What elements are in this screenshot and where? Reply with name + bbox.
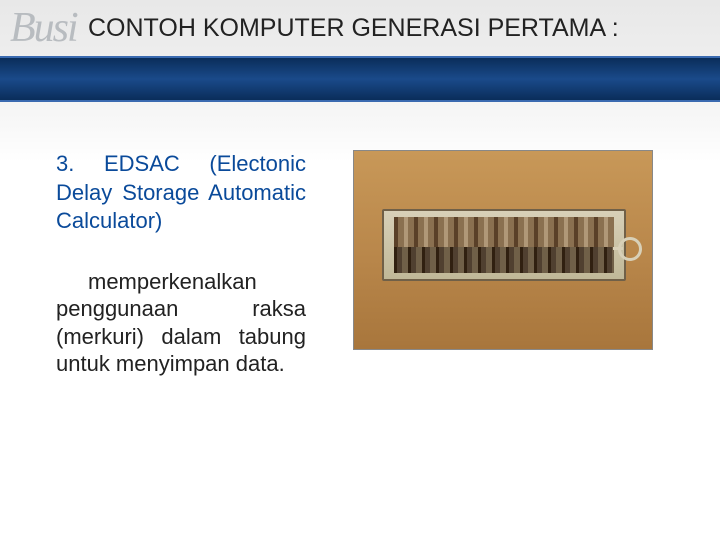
image-column [326, 150, 680, 378]
edsac-device-illustration [382, 209, 626, 281]
decorative-bar [0, 56, 720, 102]
edsac-photo [353, 150, 653, 350]
item-description: memperkenalkan penggunaan raksa (merkuri… [56, 268, 306, 378]
item-heading: 3. EDSAC (Electonic Delay Storage Automa… [56, 150, 306, 236]
content-region: 3. EDSAC (Electonic Delay Storage Automa… [0, 150, 720, 378]
crank-icon [618, 237, 642, 261]
item-expansion: (Electonic Delay Storage Automatic Calcu… [56, 151, 306, 233]
slide-title: CONTOH KOMPUTER GENERASI PERTAMA : [88, 14, 619, 42]
text-column: 3. EDSAC (Electonic Delay Storage Automa… [56, 150, 326, 378]
slide-title-region: CONTOH KOMPUTER GENERASI PERTAMA : [0, 14, 720, 51]
item-number: 3. [56, 151, 74, 176]
item-name: EDSAC [104, 151, 180, 176]
